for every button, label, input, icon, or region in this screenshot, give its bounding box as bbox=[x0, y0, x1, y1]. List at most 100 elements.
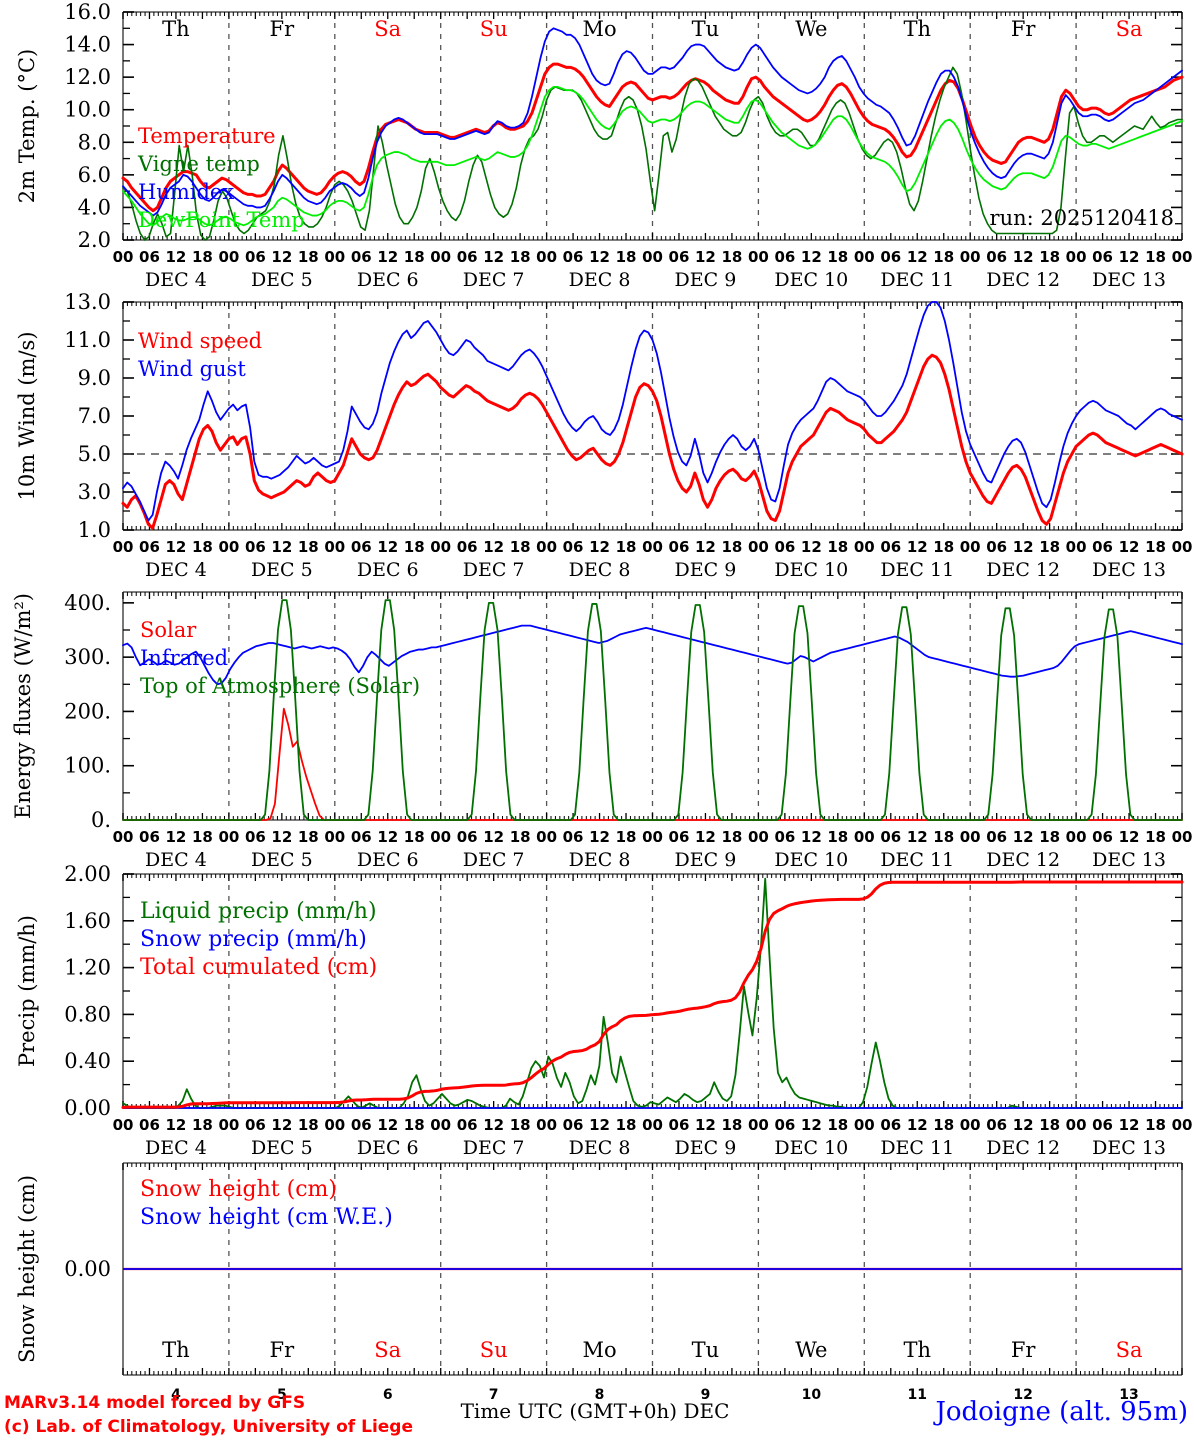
x-hour-label: 18 bbox=[616, 1116, 637, 1134]
y-tick-label: 13.0 bbox=[64, 290, 111, 314]
x-hour-label: 06 bbox=[774, 538, 795, 556]
series-line-3 bbox=[121, 880, 1184, 1109]
x-hour-label: 18 bbox=[298, 538, 319, 556]
panel-wind: 1.0 3.0 5.0 7.0 9.0 11.0 13.0 00 06 12 18 00 06 12 18 0… bbox=[15, 290, 1192, 581]
legend-entry: Snow precip (mm/h) bbox=[140, 927, 367, 952]
x-hour-label: 06 bbox=[1092, 248, 1113, 266]
x-hour-label: 06 bbox=[457, 1116, 478, 1134]
x-hour-label: 12 bbox=[589, 828, 610, 846]
station-label: Jodoigne (alt. 95m) bbox=[932, 1397, 1188, 1427]
x-hour-label: 06 bbox=[986, 538, 1007, 556]
x-hour-label: 00 bbox=[642, 828, 663, 846]
legend-entry: Total cumulated (cm) bbox=[140, 955, 377, 980]
x-hour-label: 00 bbox=[113, 248, 134, 266]
x-hour-label: 12 bbox=[695, 1116, 716, 1134]
x-hour-label: 00 bbox=[218, 538, 239, 556]
panel-snow-height: 0.00 Snow height (cm) Snow height (cm) Snow… bbox=[15, 1162, 1183, 1403]
legend-entry: Solar bbox=[140, 618, 197, 642]
x-date-label: DEC 6 bbox=[357, 559, 419, 581]
x-hour-label: 00 bbox=[536, 828, 557, 846]
x-date-label: DEC 5 bbox=[251, 559, 313, 581]
day-of-week-label: Th bbox=[162, 1338, 190, 1362]
x-hour-label: 00 bbox=[1172, 538, 1193, 556]
x-hour-label: 12 bbox=[1013, 828, 1034, 846]
x-hour-label: 12 bbox=[1119, 538, 1140, 556]
day-of-week-label: Mo bbox=[582, 17, 616, 41]
x-hour-label: 18 bbox=[298, 1116, 319, 1134]
x-hour-label: 12 bbox=[1119, 248, 1140, 266]
x-date-label: DEC 13 bbox=[1092, 849, 1166, 871]
x-hour-label: 06 bbox=[880, 1116, 901, 1134]
y-tick-label: 9.0 bbox=[78, 366, 111, 390]
x-hour-label: 18 bbox=[1039, 828, 1060, 846]
y-axis-title-snow: Snow height (cm) bbox=[15, 1175, 39, 1363]
y-tick-label: 0.80 bbox=[64, 1002, 111, 1026]
x-hour-label: 18 bbox=[933, 1116, 954, 1134]
x-hour-label: 12 bbox=[166, 538, 187, 556]
x-date-label: DEC 4 bbox=[145, 1137, 207, 1159]
day-of-week-label: Su bbox=[480, 17, 508, 41]
panel-precip: 0.00 0.40 0.80 1.20 1.60 2.00 00 06 12 18 00 06 12 18… bbox=[15, 862, 1192, 1159]
x-day-number: 4 bbox=[171, 1387, 181, 1403]
x-hour-label: 18 bbox=[827, 538, 848, 556]
x-date-label: DEC 13 bbox=[1092, 559, 1166, 581]
x-hour-label: 06 bbox=[139, 1116, 160, 1134]
x-date-label: DEC 6 bbox=[357, 849, 419, 871]
x-hour-label: 00 bbox=[748, 1116, 769, 1134]
x-hour-label: 00 bbox=[430, 1116, 451, 1134]
x-hour-label: 06 bbox=[880, 248, 901, 266]
y-tick-label: 8.0 bbox=[78, 130, 111, 154]
x-hour-label: 00 bbox=[748, 538, 769, 556]
x-date-label: DEC 8 bbox=[569, 1137, 631, 1159]
legend-entry: Top of Atmosphere (Solar) bbox=[140, 674, 420, 698]
x-hour-label: 18 bbox=[192, 1116, 213, 1134]
x-hour-label: 06 bbox=[351, 538, 372, 556]
footer-model-line: MARv3.14 model forced by GFS bbox=[4, 1393, 305, 1413]
x-hour-label: 12 bbox=[695, 538, 716, 556]
day-of-week-label: We bbox=[795, 1338, 827, 1362]
x-hour-label: 06 bbox=[245, 1116, 266, 1134]
x-hour-label: 06 bbox=[669, 1116, 690, 1134]
x-hour-label: 12 bbox=[377, 538, 398, 556]
x-hour-label: 18 bbox=[616, 248, 637, 266]
x-hour-label: 06 bbox=[245, 828, 266, 846]
legend-entry: Snow height (cm W.E.) bbox=[140, 1205, 393, 1230]
x-hour-label: 18 bbox=[721, 1116, 742, 1134]
y-tick-label: 5.0 bbox=[78, 442, 111, 466]
x-day-number: 6 bbox=[383, 1387, 393, 1403]
x-date-label: DEC 6 bbox=[357, 1137, 419, 1159]
x-hour-label: 06 bbox=[139, 828, 160, 846]
day-of-week-label: Fr bbox=[1011, 17, 1037, 41]
y-tick-label: 400. bbox=[64, 591, 111, 615]
x-hour-label: 12 bbox=[589, 248, 610, 266]
x-hour-label: 00 bbox=[218, 1116, 239, 1134]
y-tick-label: 1.60 bbox=[64, 909, 111, 933]
x-hour-label: 00 bbox=[960, 538, 981, 556]
x-date-label: DEC 8 bbox=[569, 559, 631, 581]
x-hour-label: 00 bbox=[854, 1116, 875, 1134]
x-hour-label: 18 bbox=[1145, 248, 1166, 266]
x-hour-label: 00 bbox=[748, 828, 769, 846]
x-hour-label: 12 bbox=[907, 248, 928, 266]
y-tick-label: 200. bbox=[64, 699, 111, 723]
panel-temperature: 2.0 4.0 6.0 8.0 10.0 12.0 14.0 16.0 00 06 12 18 00 06… bbox=[15, 0, 1192, 291]
x-hour-label: 06 bbox=[245, 248, 266, 266]
x-hour-label: 06 bbox=[774, 248, 795, 266]
x-hour-label: 00 bbox=[1172, 1116, 1193, 1134]
series-line-2 bbox=[122, 301, 1183, 522]
x-hour-label: 00 bbox=[854, 828, 875, 846]
x-hour-label: 12 bbox=[271, 1116, 292, 1134]
day-of-week-label: Th bbox=[162, 17, 190, 41]
x-hour-label: 18 bbox=[933, 538, 954, 556]
x-hour-label: 18 bbox=[933, 248, 954, 266]
day-of-week-label: Th bbox=[903, 17, 931, 41]
x-date-label: DEC 7 bbox=[463, 269, 525, 291]
x-hour-label: 12 bbox=[483, 248, 504, 266]
y-tick-label: 300. bbox=[64, 645, 111, 669]
x-hour-label: 12 bbox=[377, 828, 398, 846]
x-hour-label: 00 bbox=[536, 538, 557, 556]
x-hour-label: 06 bbox=[774, 828, 795, 846]
x-hour-label: 18 bbox=[827, 1116, 848, 1134]
y-tick-label: 2.0 bbox=[78, 228, 111, 252]
day-of-week-label: Sa bbox=[1116, 1338, 1143, 1362]
